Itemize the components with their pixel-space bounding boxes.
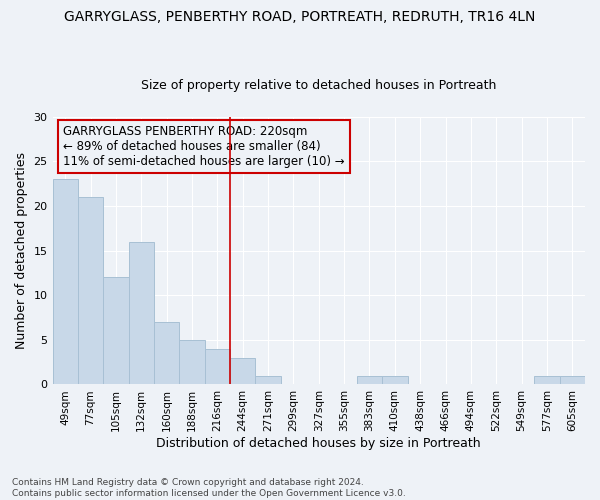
Bar — [256, 376, 281, 384]
Bar — [103, 278, 128, 384]
X-axis label: Distribution of detached houses by size in Portreath: Distribution of detached houses by size … — [157, 437, 481, 450]
Bar — [205, 349, 230, 384]
Bar — [128, 242, 154, 384]
Bar — [53, 179, 78, 384]
Text: Contains HM Land Registry data © Crown copyright and database right 2024.
Contai: Contains HM Land Registry data © Crown c… — [12, 478, 406, 498]
Bar — [534, 376, 560, 384]
Bar — [357, 376, 382, 384]
Bar — [154, 322, 179, 384]
Bar — [382, 376, 407, 384]
Bar — [179, 340, 205, 384]
Bar — [230, 358, 256, 384]
Title: Size of property relative to detached houses in Portreath: Size of property relative to detached ho… — [141, 79, 496, 92]
Text: GARRYGLASS, PENBERTHY ROAD, PORTREATH, REDRUTH, TR16 4LN: GARRYGLASS, PENBERTHY ROAD, PORTREATH, R… — [64, 10, 536, 24]
Bar — [560, 376, 585, 384]
Bar — [78, 197, 103, 384]
Text: GARRYGLASS PENBERTHY ROAD: 220sqm
← 89% of detached houses are smaller (84)
11% : GARRYGLASS PENBERTHY ROAD: 220sqm ← 89% … — [63, 125, 345, 168]
Y-axis label: Number of detached properties: Number of detached properties — [15, 152, 28, 349]
